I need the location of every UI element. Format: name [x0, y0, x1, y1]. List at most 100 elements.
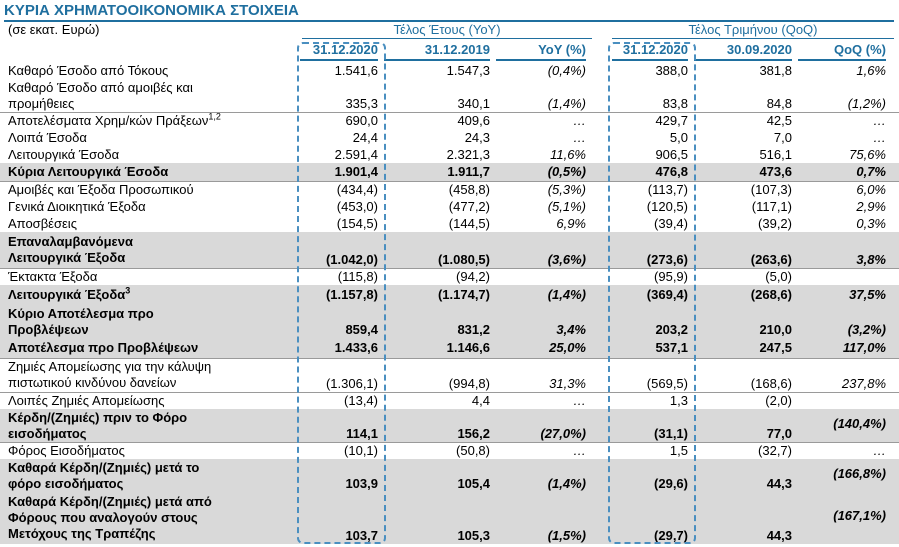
- cell-fy2019: (94,2): [456, 269, 490, 284]
- report-title: ΚΥΡΙΑ ΧΡΗΜΑΤΟΟΙΚΟΝΟΜΙΚΑ ΣΤΟΙΧΕΙΑ: [4, 2, 894, 22]
- cell-yoy: …: [573, 393, 586, 408]
- cell-fy2019: (477,2): [448, 199, 490, 214]
- cell-q3-2020: 473,6: [759, 164, 792, 179]
- cell-q3-2020: (32,7): [758, 443, 792, 458]
- table-row: Καθαρά Κέρδη/(Ζημιές) μετά από Φόρους που…: [0, 492, 899, 544]
- row-divider: [0, 268, 899, 269]
- cell-fy2019: 831,2: [457, 322, 490, 337]
- cell-qoq: (166,8%): [833, 466, 886, 481]
- row-label: Λοιπά Έσοδα: [8, 130, 87, 145]
- cell-q3-2020: 77,0: [766, 426, 792, 441]
- cell-fy2020: 1.433,6: [334, 340, 378, 355]
- cell-qoq: (3,2%): [847, 322, 886, 337]
- cell-qoq: …: [873, 443, 886, 458]
- row-divider: [0, 392, 899, 393]
- cell-q4-2020: 388,0: [655, 63, 688, 78]
- cell-q3-2020: 7,0: [773, 130, 792, 145]
- cell-q3-2020: 44,3: [766, 528, 792, 543]
- cell-qoq: 0,3%: [856, 216, 886, 231]
- cell-q3-2020: 247,5: [759, 340, 792, 355]
- cell-qoq: 117,0%: [842, 340, 886, 355]
- group-header-yoy: Τέλος Έτους (YoY): [302, 22, 592, 39]
- row-divider: [0, 181, 899, 182]
- row-label: Αμοιβές και Έξοδα Προσωπικού: [8, 182, 194, 197]
- cell-yoy: (3,6%): [547, 252, 586, 267]
- row-label: Καθαρά Κέρδη/(Ζημιές) μετά το φόρο εισοδή…: [8, 460, 200, 491]
- cell-qoq: 2,9%: [856, 199, 886, 214]
- row-divider: [0, 442, 899, 443]
- cell-fy2020: 103,9: [345, 476, 378, 491]
- cell-yoy: (0,4%): [547, 63, 586, 78]
- cell-q4-2020: (29,6): [654, 476, 688, 491]
- table-row: Φόρος Εισοδήματος (10,1) (50,8)… 1,5 (32,7)…: [0, 442, 899, 459]
- cell-yoy: …: [573, 113, 586, 128]
- cell-q3-2020: (268,6): [750, 287, 792, 302]
- cell-q3-2020: (2,0): [765, 393, 792, 408]
- cell-yoy: (1,4%): [547, 96, 586, 111]
- cell-qoq: 75,6%: [849, 147, 886, 162]
- row-divider: [0, 112, 899, 113]
- cell-fy2019: (994,8): [448, 376, 490, 391]
- row-label: Αποτέλεσμα προ Προβλέψεων: [8, 340, 199, 355]
- row-divider: [0, 358, 899, 359]
- cell-fy2019: 105,3: [457, 528, 490, 543]
- cell-q4-2020: (120,5): [646, 199, 688, 214]
- cell-q4-2020: 429,7: [655, 113, 688, 128]
- cell-q4-2020: 476,8: [655, 164, 688, 179]
- cell-q3-2020: 84,8: [766, 96, 792, 111]
- cell-yoy: (1,4%): [547, 476, 586, 491]
- cell-q3-2020: 210,0: [759, 322, 792, 337]
- table-row: Έκτακτα Έξοδα (115,8) (94,2) (95,9) (5,0): [0, 268, 899, 285]
- cell-qoq: 37,5%: [849, 287, 886, 302]
- row-label: Φόρος Εισοδήματος: [8, 443, 125, 458]
- cell-q3-2020: (39,2): [758, 216, 792, 231]
- cell-fy2019: 340,1: [457, 96, 490, 111]
- row-label: Επαναλαμβανόμενα Λειτουργικά Έξοδα: [8, 234, 133, 265]
- highlight-frame-fy2020: [297, 42, 386, 544]
- cell-fy2020: (1.042,0): [325, 252, 378, 267]
- row-label: Καθαρό Έσοδο από αμοιβές και προμήθειες: [8, 80, 193, 111]
- cell-q3-2020: 516,1: [759, 147, 792, 162]
- row-label: Λειτουργικά Έξοδα3: [8, 285, 131, 302]
- row-label: Κύριο Αποτέλεσμα προ Προβλέψεων: [8, 306, 154, 337]
- cell-q4-2020: 537,1: [655, 340, 688, 355]
- cell-qoq: …: [873, 130, 886, 145]
- row-label: Αποσβέσεις: [8, 216, 77, 231]
- cell-yoy: (1,4%): [547, 287, 586, 302]
- cell-fy2020: (115,8): [337, 269, 378, 284]
- table-row: Καθαρό Έσοδο από Τόκους 1.541,6 1.547,3 (0,…: [0, 63, 899, 79]
- cell-fy2020: 1.901,4: [334, 164, 378, 179]
- cell-q3-2020: (263,6): [750, 252, 792, 267]
- units-note: (σε εκατ. Ευρώ): [8, 22, 100, 37]
- cell-fy2019: 4,4: [471, 393, 490, 408]
- cell-qoq: 3,8%: [856, 252, 886, 267]
- table-row: Καθαρά Κέρδη/(Ζημιές) μετά το φόρο εισοδή…: [0, 459, 899, 492]
- row-label: Καθαρά Κέρδη/(Ζημιές) μετά από Φόρους που…: [8, 494, 212, 541]
- row-label: Λοιπές Ζημιές Απομείωσης: [8, 393, 165, 408]
- cell-fy2020: (10,1): [344, 443, 378, 458]
- table-row: Αποτελέσματα Χρημ/κών Πράξεων1,2 690,0 409…: [0, 112, 899, 129]
- cell-q4-2020: 1,3: [669, 393, 688, 408]
- group-header-qoq: Τέλος Τριμήνου (QoQ): [612, 22, 894, 39]
- cell-qoq: 0,7%: [856, 164, 886, 179]
- cell-q4-2020: 906,5: [655, 147, 688, 162]
- cell-fy2019: 24,3: [464, 130, 490, 145]
- table-row: Καθαρό Έσοδο από αμοιβές και προμήθειες 33…: [0, 79, 899, 112]
- cell-q3-2020: 42,5: [766, 113, 792, 128]
- cell-qoq: 6,0%: [856, 182, 886, 197]
- col-header-fy2019: 31.12.2019: [384, 41, 490, 61]
- table-row: Γενικά Διοικητικά Έξοδα (453,0) (477,2) (5,…: [0, 198, 899, 215]
- table-row: Λειτουργικά Έσοδα 2.591,4 2.321,3 11,6% 906,…: [0, 146, 899, 163]
- row-label: Καθαρό Έσοδο από Τόκους: [8, 63, 169, 78]
- cell-qoq: 1,6%: [856, 63, 886, 78]
- cell-q4-2020: (29,7): [654, 528, 688, 543]
- cell-fy2019: 1.547,3: [446, 63, 490, 78]
- cell-fy2019: 1.911,7: [447, 164, 490, 179]
- cell-fy2019: (144,5): [448, 216, 490, 231]
- col-header-q3-2020: 30.09.2020: [694, 41, 792, 61]
- table-row: Κύριο Αποτέλεσμα προ Προβλέψεων 859,4 831,2…: [0, 305, 899, 338]
- cell-fy2020: 690,0: [345, 113, 378, 128]
- cell-yoy: (5,1%): [547, 199, 586, 214]
- table-row: Αμοιβές και Έξοδα Προσωπικού (434,4) (458,…: [0, 181, 899, 198]
- table-row: Επαναλαμβανόμενα Λειτουργικά Έξοδα (1.042,…: [0, 232, 899, 268]
